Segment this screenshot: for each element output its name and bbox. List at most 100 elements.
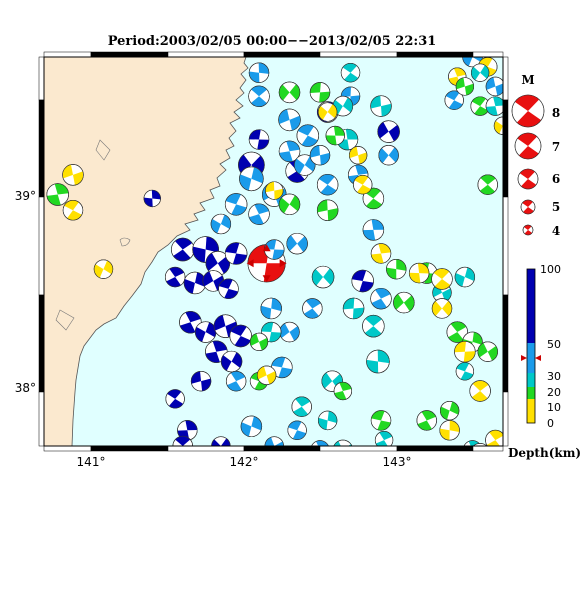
focal-mechanism — [248, 129, 270, 150]
focal-mechanism — [224, 193, 248, 216]
x-tick-141: 141° — [77, 455, 106, 469]
focal-mechanism — [333, 439, 353, 446]
focal-mechanism — [264, 436, 284, 446]
depth-band-mid — [527, 343, 535, 373]
magnitude-legend-ball — [514, 132, 542, 160]
depth-tick-10: 10 — [547, 401, 561, 414]
focal-mechanism — [485, 429, 503, 446]
focal-mechanism — [316, 199, 339, 221]
focal-mechanism — [248, 85, 270, 107]
focal-mechanism — [342, 297, 365, 320]
focal-mechanism — [370, 287, 392, 310]
focal-mechanism — [294, 154, 316, 176]
focal-mechanism — [470, 63, 490, 82]
mainshock-marker — [262, 275, 271, 283]
focal-mechanism — [332, 95, 354, 117]
mainshock-marker — [262, 244, 271, 252]
focal-mechanism — [302, 298, 323, 319]
focal-mechanism — [325, 125, 345, 146]
focal-mechanism — [317, 410, 338, 431]
focal-mechanism — [340, 63, 361, 83]
frame-segment — [502, 196, 509, 296]
focal-mechanism — [477, 174, 498, 195]
depth-tick-0: 0 — [547, 417, 554, 430]
focal-mechanism — [333, 381, 353, 401]
mainshock-marker — [246, 259, 254, 268]
focal-mechanism — [478, 456, 498, 476]
focal-mechanism — [287, 420, 307, 440]
coast-detail — [119, 237, 131, 247]
focal-mechanism — [278, 81, 301, 104]
frame-segment — [502, 294, 509, 393]
x-tick-142: 142° — [230, 455, 259, 469]
focal-mechanism — [278, 193, 301, 216]
focal-mechanism — [416, 410, 437, 431]
magnitude-legend-ball — [517, 168, 539, 190]
focal-mechanism — [296, 124, 320, 147]
frame-segment — [243, 445, 321, 452]
focal-mechanism — [165, 389, 185, 409]
focal-mechanism — [446, 321, 468, 343]
depth-tick-30: 30 — [547, 370, 561, 383]
focal-mechanism — [455, 77, 475, 96]
frame-segment — [43, 445, 92, 452]
focal-mechanism — [439, 400, 460, 421]
map-frame — [38, 51, 509, 452]
focal-mechanism — [351, 269, 374, 293]
magnitude-legend-title: M — [521, 73, 534, 87]
focal-mechanism — [432, 450, 452, 470]
focal-mechanism — [444, 90, 464, 110]
focal-mechanism — [353, 175, 373, 195]
focal-mechanism — [454, 340, 476, 363]
focal-mechanism — [205, 251, 231, 276]
depth-band-green — [527, 387, 535, 399]
land — [44, 57, 249, 446]
focal-mechanism — [455, 362, 475, 381]
depth-scale-label: Depth(km) — [508, 446, 581, 460]
depth-marker-right — [535, 355, 541, 361]
focal-mechanism — [280, 460, 299, 479]
focal-mechanism — [363, 463, 384, 484]
focal-mechanism — [485, 96, 503, 116]
frame-segment — [502, 391, 509, 447]
focal-mechanism — [341, 464, 361, 484]
frame-segment — [502, 99, 509, 198]
magnitude-legend-ball — [522, 224, 534, 236]
focal-mechanism — [286, 232, 308, 255]
focal-mechanism — [348, 146, 368, 165]
focal-mechanism — [202, 270, 224, 292]
focal-mechanism — [493, 116, 503, 135]
focal-mechanism — [378, 145, 399, 166]
focal-mechanism — [190, 370, 212, 392]
focal-mechanism — [218, 278, 239, 300]
focal-mechanism — [194, 321, 217, 343]
focal-mechanism — [311, 440, 329, 446]
mechanisms-layer — [46, 57, 503, 484]
map-area — [38, 51, 509, 484]
coast-detail — [55, 309, 75, 331]
depth-band-cyan — [527, 373, 535, 387]
focal-mechanism — [431, 298, 453, 319]
focal-mechanism — [362, 219, 385, 241]
depth-scale-border — [526, 268, 536, 424]
focal-mechanism — [229, 324, 252, 348]
focal-mechanism — [317, 102, 338, 122]
frame-segment — [38, 99, 45, 198]
frame-segment — [90, 51, 169, 58]
depth-tick-20: 20 — [547, 386, 561, 399]
depth-band-yellow — [527, 399, 535, 423]
focal-mechanism — [370, 95, 392, 117]
focal-mechanism — [408, 262, 430, 284]
frame-segment — [167, 51, 245, 58]
x-tick-143: 143° — [383, 455, 412, 469]
frame-segment — [38, 391, 45, 447]
focal-mechanism — [370, 410, 392, 431]
focal-mechanism — [183, 271, 207, 295]
focal-mechanism — [210, 213, 232, 235]
frame-segment — [396, 445, 474, 452]
focal-mechanism — [485, 76, 503, 97]
focal-mechanism — [454, 266, 476, 288]
frame-segment — [38, 196, 45, 296]
focal-mechanism — [309, 145, 331, 166]
focal-mechanism — [469, 380, 491, 402]
